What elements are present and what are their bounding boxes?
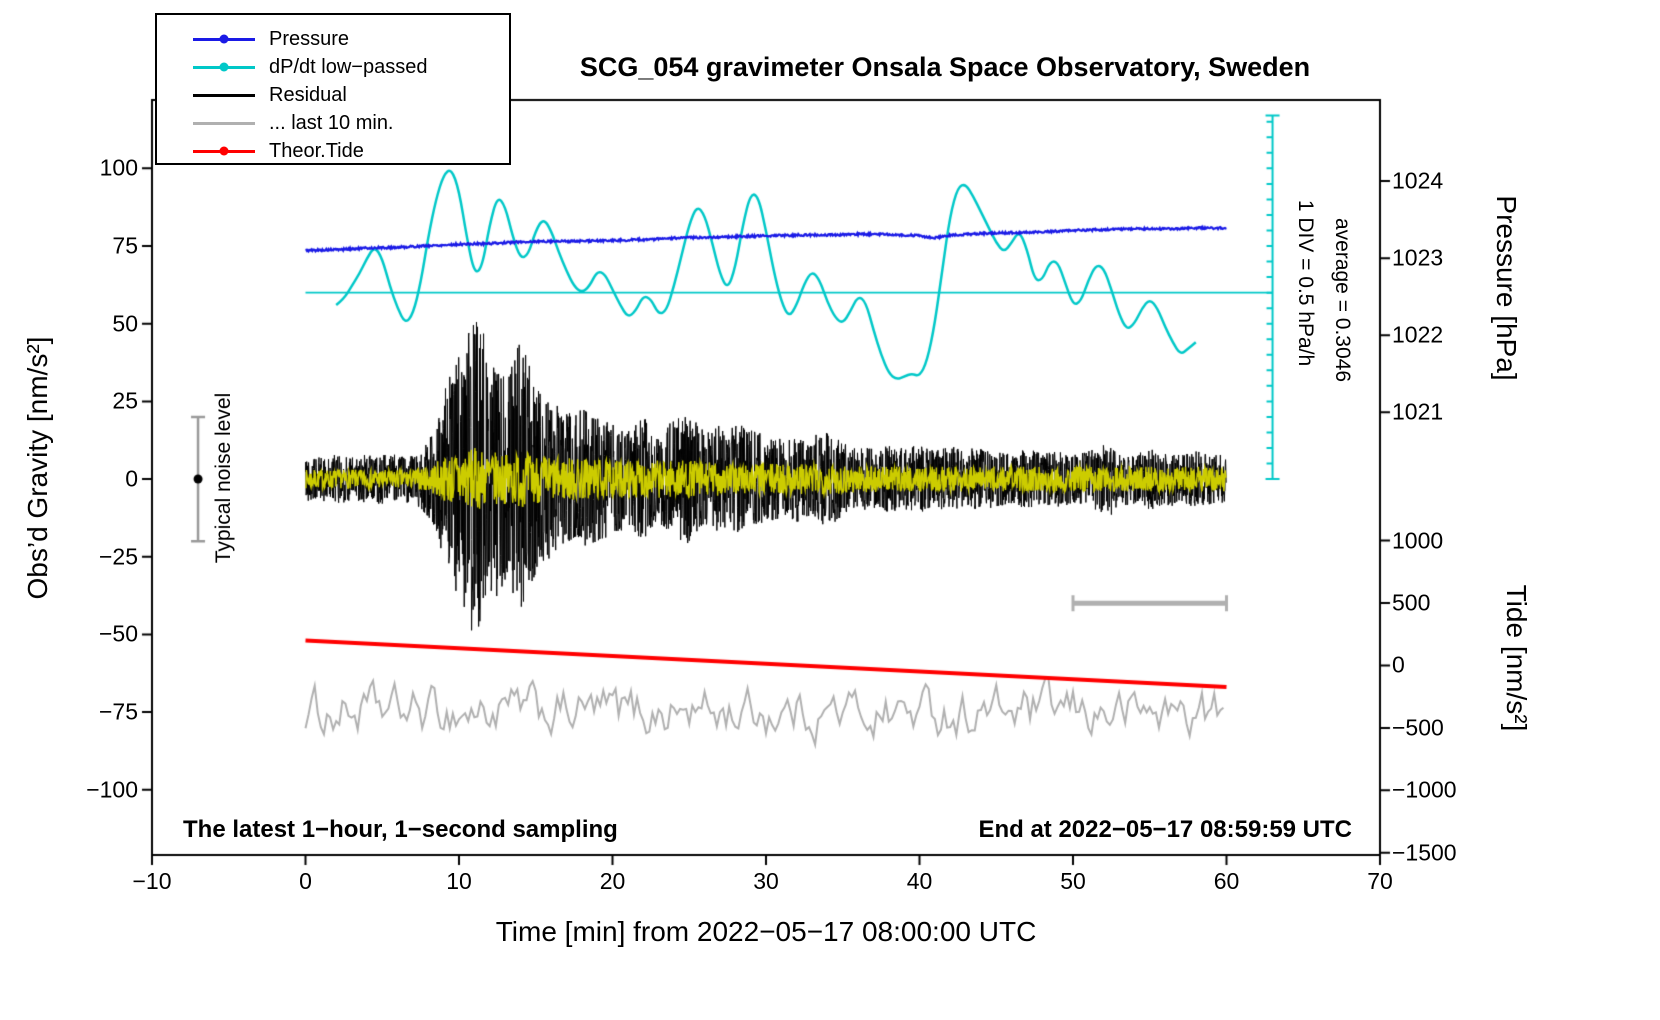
gravity-tick--100: −100 bbox=[86, 776, 138, 803]
dpdt-dot-icon bbox=[219, 62, 229, 72]
gravity-tick-75: 75 bbox=[112, 232, 138, 259]
y-axis-title-gravity: Obs’d Gravity [nm/s²] bbox=[22, 336, 53, 600]
pressure-tick-1022: 1022 bbox=[1392, 321, 1444, 348]
legend-label-theortide: Theor.Tide bbox=[269, 139, 364, 162]
legend-label-residual: Residual bbox=[269, 83, 347, 106]
x-tick-10: 10 bbox=[446, 868, 472, 894]
x-tick-40: 40 bbox=[906, 868, 933, 894]
legend-item-residual: Residual bbox=[157, 81, 509, 109]
theortide-line-swatch bbox=[193, 146, 255, 156]
legend-label-last10: ... last 10 min. bbox=[269, 111, 394, 134]
legend-label-dpdt: dP/dt low−passed bbox=[269, 55, 428, 78]
dpdt-line-swatch bbox=[193, 62, 255, 72]
x-tick-0: 0 bbox=[299, 868, 312, 894]
x-tick-70: 70 bbox=[1367, 868, 1393, 894]
x-tick-60: 60 bbox=[1213, 868, 1240, 894]
gravity-tick-25: 25 bbox=[112, 387, 138, 414]
tide-tick-500: 500 bbox=[1392, 589, 1431, 616]
pressure-tick-1024: 1024 bbox=[1392, 167, 1444, 194]
y-axis-title-pressure: Pressure [hPa] bbox=[1491, 195, 1522, 381]
pressure-dot-icon bbox=[219, 34, 229, 44]
average-note: average = 0.3046 bbox=[1331, 217, 1354, 383]
tide-tick-0: 0 bbox=[1392, 651, 1405, 678]
gravity-tick-50: 50 bbox=[112, 310, 138, 337]
legend-item-pressure: Pressure bbox=[157, 25, 509, 53]
tide-tick--1500: −1500 bbox=[1392, 839, 1457, 866]
tide-tick--500: −500 bbox=[1392, 714, 1444, 741]
last10-line-swatch bbox=[193, 121, 255, 125]
div-note: 1 DIV = 0.5 hPa/h bbox=[1294, 199, 1317, 367]
legend-item-last10: ... last 10 min. bbox=[157, 109, 509, 137]
gravity-tick--50: −50 bbox=[98, 620, 138, 647]
x-tick-30: 30 bbox=[753, 868, 779, 894]
theortide-dot-icon bbox=[219, 146, 229, 156]
legend: Pressure dP/dt low−passed Residual ... l… bbox=[155, 13, 511, 165]
tide-tick-1000: 1000 bbox=[1392, 527, 1444, 554]
gravity-tick--75: −75 bbox=[98, 698, 138, 725]
legend-item-dpdt: dP/dt low−passed bbox=[157, 53, 509, 81]
x-tick-20: 20 bbox=[599, 868, 626, 894]
residual-line-swatch bbox=[193, 93, 255, 97]
gravity-tick-0: 0 bbox=[125, 465, 138, 492]
legend-item-theortide: Theor.Tide bbox=[157, 137, 509, 165]
x-tick-50: 50 bbox=[1060, 868, 1086, 894]
pressure-tick-1021: 1021 bbox=[1392, 398, 1444, 425]
gravity-tick--25: −25 bbox=[98, 543, 138, 570]
noise-level-label: Typical noise level bbox=[212, 392, 235, 564]
y-axis-title-tide: Tide [nm/s²] bbox=[1501, 584, 1532, 732]
gravity-tick-100: 100 bbox=[99, 154, 138, 181]
chart-title: SCG_054 gravimeter Onsala Space Observat… bbox=[579, 52, 1311, 82]
pressure-line-swatch bbox=[193, 34, 255, 44]
tide-tick--1000: −1000 bbox=[1392, 776, 1457, 803]
footer-sampling-note: The latest 1−hour, 1−second sampling bbox=[183, 816, 618, 843]
x-tick--10: −10 bbox=[132, 868, 172, 894]
pressure-tick-1023: 1023 bbox=[1392, 244, 1444, 271]
x-axis-title: Time [min] from 2022−05−17 08:00:00 UTC bbox=[495, 916, 1037, 947]
legend-label-pressure: Pressure bbox=[269, 27, 350, 50]
footer-end-time: End at 2022−05−17 08:59:59 UTC bbox=[978, 816, 1352, 843]
